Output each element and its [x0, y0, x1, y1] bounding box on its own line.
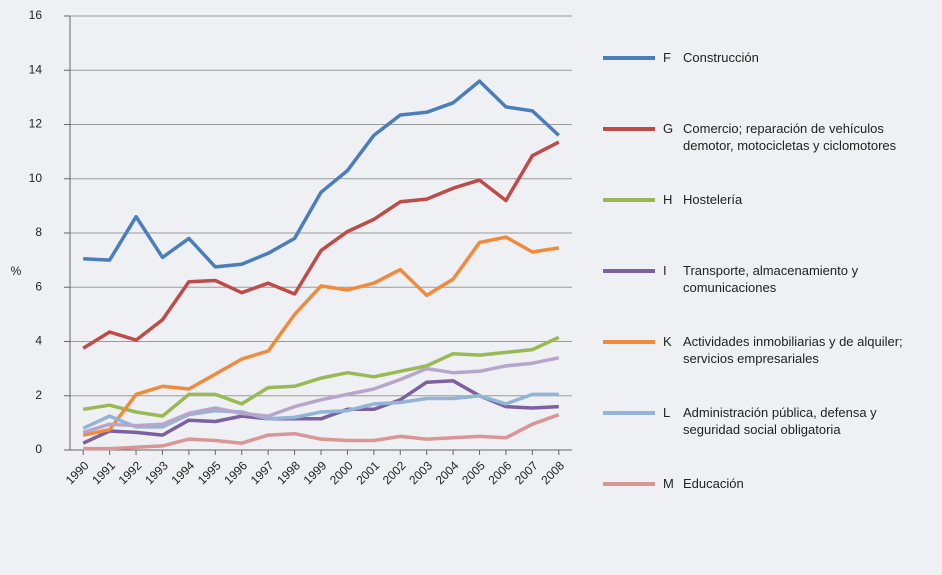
x-tick-label: 2001 [353, 458, 382, 487]
x-tick-label: 1995 [195, 458, 224, 487]
x-tick-label: 2000 [327, 458, 356, 487]
x-tick-label: 1991 [89, 458, 118, 487]
x-tick-label: 2005 [459, 458, 488, 487]
y-tick-label: 10 [29, 171, 43, 185]
x-tick-label: 1990 [63, 458, 92, 487]
x-tick-label: 2002 [380, 458, 409, 487]
legend-label: Hostelería [683, 192, 743, 207]
legend-label: Actividades inmobiliarias y de alquiler;… [683, 334, 903, 366]
y-tick-label: 2 [35, 388, 42, 402]
y-tick-label: 4 [35, 334, 42, 348]
series-line [82, 392, 559, 430]
legend-label: Transporte, almacenamiento y comunicacio… [683, 263, 859, 295]
y-axis-label: % [11, 264, 22, 278]
x-tick-label: 1997 [248, 458, 277, 487]
series-line [83, 79, 560, 269]
legend-label: Administración pública, defensa y seguri… [683, 405, 877, 437]
y-tick-label: 16 [29, 8, 43, 22]
legend-label: Comercio; reparación de vehículos demoto… [683, 121, 897, 153]
y-tick-label: 0 [35, 442, 42, 456]
x-tick-label: 1993 [142, 458, 171, 487]
legend-label: Construcción [683, 50, 759, 65]
series-line [82, 356, 560, 435]
x-tick-label: 2004 [433, 458, 462, 487]
series-line [82, 140, 560, 350]
series-line [82, 235, 560, 437]
x-tick-label: 2007 [512, 458, 541, 487]
y-tick-label: 8 [35, 225, 42, 239]
legend-code: H [663, 192, 673, 207]
legend-code: K [663, 334, 672, 349]
x-tick-label: 1998 [274, 458, 303, 487]
x-tick-label: 1999 [301, 458, 330, 487]
y-tick-label: 14 [29, 62, 43, 76]
legend-code: G [663, 121, 674, 136]
y-tick-label: 12 [29, 117, 43, 131]
series-line [82, 335, 560, 418]
series-line [83, 413, 560, 451]
x-tick-label: 1992 [116, 458, 145, 487]
legend-code: M [663, 476, 674, 491]
y-tick-label: 6 [35, 279, 42, 293]
legend-code: L [663, 405, 671, 420]
legend-code: F [663, 50, 671, 65]
x-tick-label: 2006 [486, 458, 515, 487]
x-tick-label: 2008 [538, 458, 567, 487]
legend-code: I [663, 263, 667, 278]
x-tick-label: 1996 [221, 458, 250, 487]
legend-label: Educación [683, 476, 744, 491]
x-tick-label: 1994 [168, 458, 197, 487]
x-tick-label: 2003 [406, 458, 435, 487]
